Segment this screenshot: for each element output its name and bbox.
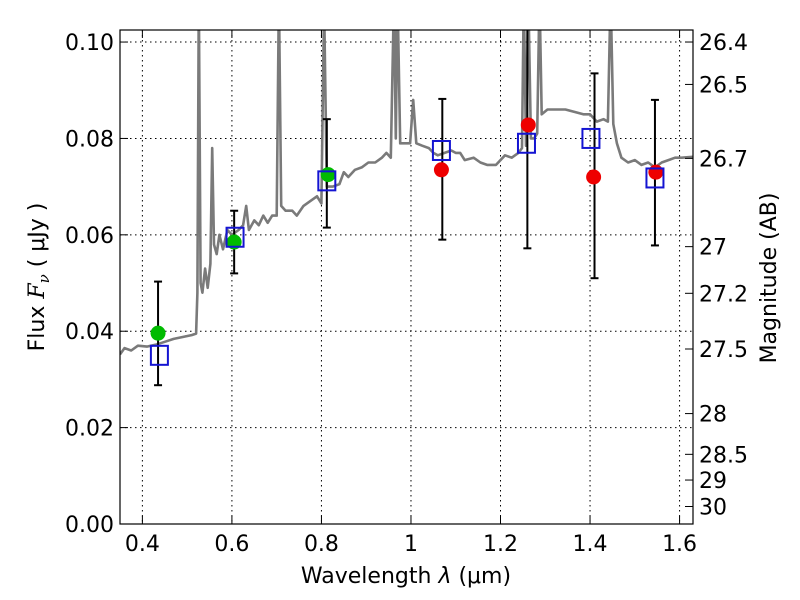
model-square-marker xyxy=(225,226,245,248)
y-tick-label: 0.10 xyxy=(65,31,114,56)
observed-circle-marker xyxy=(520,117,536,133)
tick-labels: 0.4 0.6 0.8 1 1.2 1.4 1.6 0.00 0.02 0.04 0.06 0.08 0… xyxy=(65,31,748,557)
x-tick-label: 0.4 xyxy=(125,532,160,557)
y2-tick-label: 27.5 xyxy=(699,338,748,363)
y-tick-label: 0.02 xyxy=(65,417,114,442)
axis-ticks xyxy=(120,30,693,525)
model-square-marker xyxy=(317,170,337,192)
model-square-marker xyxy=(581,127,601,149)
model-square-marker xyxy=(516,132,536,154)
model-square-marker xyxy=(431,139,451,161)
observed-circle-marker xyxy=(150,325,166,341)
observed-circle-marker xyxy=(648,164,664,180)
model-square-marker xyxy=(645,167,665,189)
y2-tick-label: 26.4 xyxy=(699,31,748,56)
observed-circle-marker xyxy=(320,167,336,183)
y2-tick-label: 27.2 xyxy=(699,282,748,307)
y2-tick-label: 27 xyxy=(699,236,727,261)
x-tick-label: 1.4 xyxy=(573,532,608,557)
y2-tick-label: 30 xyxy=(699,496,727,521)
x-tick-label: 1.2 xyxy=(483,532,518,557)
x-tick-label: 0.6 xyxy=(214,532,249,557)
y-axis-label: Flux Fν ( μJy ) xyxy=(25,203,53,352)
model-square-marker xyxy=(149,344,169,366)
y2-tick-label: 26.7 xyxy=(699,147,748,172)
data-points xyxy=(149,117,665,366)
x-tick-label: 1 xyxy=(404,532,418,557)
y2-tick-label: 29 xyxy=(699,469,727,494)
y2-tick-label: 26.5 xyxy=(699,73,748,98)
y2-tick-label: 28 xyxy=(699,403,727,428)
plot-frame xyxy=(119,29,694,525)
x-tick-label: 1.6 xyxy=(662,532,697,557)
observed-circle-marker xyxy=(586,169,602,185)
y-tick-label: 0.06 xyxy=(65,224,114,249)
model-spectrum-line xyxy=(120,30,693,356)
y2-axis-label: Magnitude (AB) xyxy=(757,193,782,364)
y-tick-label: 0.08 xyxy=(65,127,114,152)
x-axis-label: Wavelength λ (μm) xyxy=(301,564,511,589)
y2-tick-label: 28.5 xyxy=(699,443,748,468)
y-tick-label: 0.04 xyxy=(65,320,114,345)
observed-circle-marker xyxy=(433,162,449,178)
x-tick-label: 0.8 xyxy=(304,532,339,557)
y-tick-label: 0.00 xyxy=(65,513,114,538)
plot-content xyxy=(120,30,693,387)
